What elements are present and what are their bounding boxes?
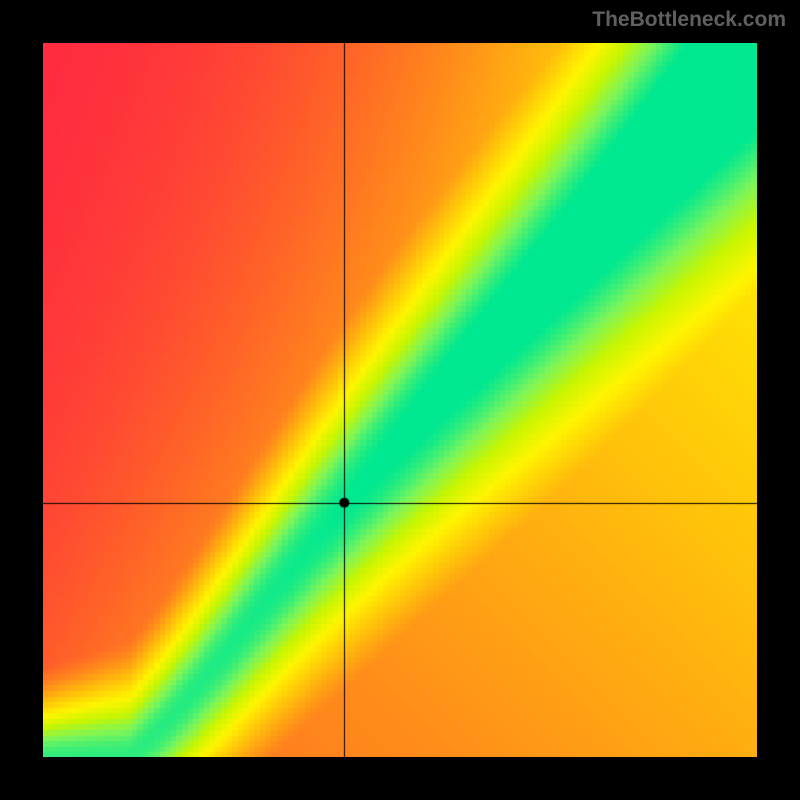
watermark-text: TheBottleneck.com: [592, 8, 786, 32]
chart-container: TheBottleneck.com: [0, 0, 800, 800]
heatmap-canvas: [43, 43, 757, 757]
heatmap-plot: [43, 43, 757, 757]
